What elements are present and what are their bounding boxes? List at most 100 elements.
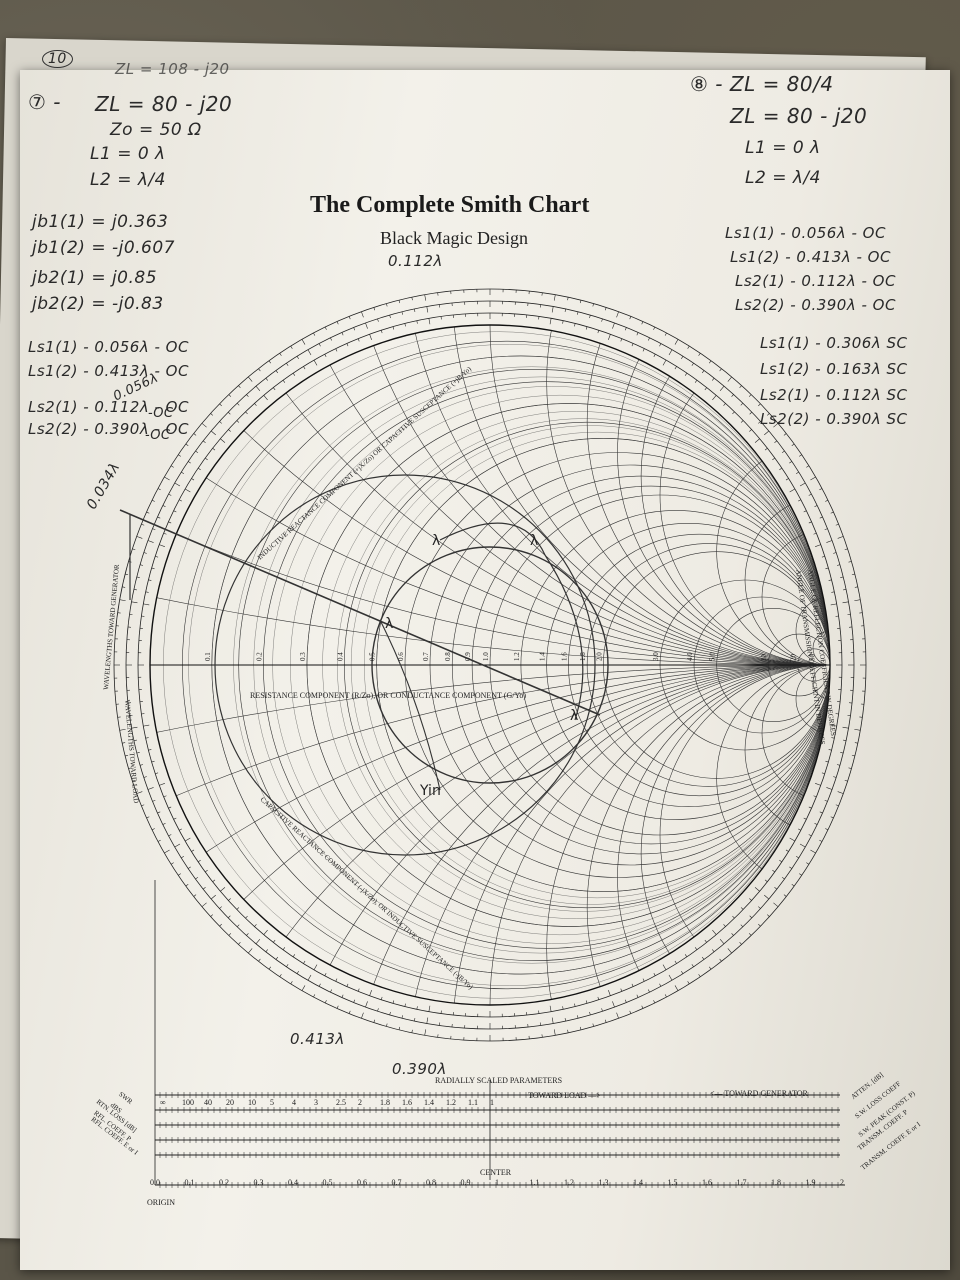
ring-tick	[662, 360, 667, 366]
mark-top: 0.112λ	[388, 252, 443, 270]
reactance-arc	[617, 664, 830, 1005]
ring-tick	[361, 311, 364, 318]
ring-tick	[386, 1023, 388, 1027]
ring-tick	[228, 933, 232, 936]
swr-tick-label: 10	[248, 1098, 256, 1107]
ring-tick	[597, 996, 600, 1000]
ring-tick	[205, 869, 208, 873]
ring-tick	[301, 339, 306, 345]
ring-tick	[731, 933, 734, 936]
ring-tick	[749, 411, 753, 415]
ring-tick	[292, 954, 296, 957]
bottom-tick-label: 1.3	[598, 1178, 609, 1187]
note-left-jb1a: jb1(1) = j0.363	[32, 212, 169, 232]
ring-tick	[844, 779, 848, 782]
bottom-tick-label: 0.1	[184, 1178, 195, 1187]
ring-tick	[185, 443, 189, 446]
ring-tick	[152, 528, 156, 531]
ring-tick	[577, 311, 579, 315]
ring-tick	[789, 461, 792, 464]
ring-tick	[764, 879, 768, 882]
swr-tick-label: 1.4	[424, 1098, 434, 1107]
ring-tick	[704, 387, 707, 391]
note-left-extra2: -OC	[148, 406, 174, 421]
ring-tick	[404, 323, 406, 327]
ring-tick	[740, 402, 744, 406]
ring-tick	[564, 308, 566, 312]
ring-tick	[219, 421, 222, 424]
ring-tick	[279, 353, 282, 356]
ring-tick	[766, 413, 770, 416]
ring-tick	[219, 906, 222, 909]
ring-tick	[301, 985, 306, 991]
ring-tick	[210, 894, 216, 900]
ring-tick	[825, 567, 829, 570]
ring-tick	[254, 924, 257, 927]
bottom-tick-label: 1.5	[667, 1178, 678, 1187]
ring-tick	[313, 360, 318, 366]
resistance-value-label: 0.1	[204, 652, 212, 661]
ring-tick	[136, 791, 143, 794]
ring-tick	[564, 1018, 566, 1022]
chart-subtitle: Black Magic Design	[380, 228, 528, 248]
bottom-tick-label: 0.6	[357, 1178, 367, 1187]
ring-tick	[255, 939, 261, 945]
swr-tick-label: 4	[292, 1098, 296, 1107]
ring-tick	[202, 887, 206, 890]
ring-tick	[228, 394, 232, 397]
ring-tick	[236, 907, 240, 910]
ring-tick	[819, 516, 823, 519]
reactance-arc	[716, 664, 830, 892]
ring-tick	[824, 799, 828, 802]
ring-tick	[585, 326, 588, 330]
ring-tick	[851, 754, 855, 757]
ring-tick	[416, 1006, 418, 1010]
bottom-tick-label: 2	[840, 1178, 844, 1187]
ring-tick	[681, 970, 684, 974]
ring-tick	[828, 579, 832, 581]
ring-tick	[592, 303, 594, 307]
bottom-tick-label: 1.7	[736, 1178, 747, 1187]
ring-tick	[848, 767, 852, 769]
ring-tick	[210, 430, 216, 436]
resistance-value-label: 1.8	[579, 652, 587, 661]
reactance-arc	[343, 325, 830, 666]
ring-tick	[313, 332, 316, 336]
ring-tick	[830, 816, 834, 819]
ring-tick	[843, 739, 847, 741]
ring-tick	[785, 478, 789, 481]
ring-tick	[136, 752, 140, 754]
ring-tick	[424, 1029, 427, 1036]
ring-tick	[819, 811, 823, 814]
ring-tick	[732, 915, 735, 919]
resistance-value-label: 0.4	[336, 652, 344, 661]
note-left-number: ⑦ -	[28, 90, 62, 114]
ring-tick	[424, 294, 427, 301]
ring-tick	[840, 576, 844, 578]
ring-tick	[781, 876, 785, 880]
ring-tick	[798, 828, 801, 831]
ring-tick	[157, 516, 161, 519]
ring-tick	[585, 1000, 588, 1004]
ring-tick	[141, 523, 145, 526]
ring-tick	[719, 385, 725, 391]
reactance-arc	[761, 664, 830, 802]
ring-tick	[620, 338, 623, 342]
ring-tick	[143, 603, 150, 606]
ring-tick	[674, 339, 679, 345]
ring-tick	[330, 989, 333, 993]
ring-tick	[377, 1008, 379, 1012]
ring-tick	[694, 380, 698, 383]
swr-tick-label: ∞	[160, 1098, 166, 1107]
ring-tick	[238, 385, 241, 389]
ring-tick	[282, 380, 286, 383]
ring-tick	[795, 856, 799, 859]
ring-tick	[145, 737, 149, 739]
ring-tick	[819, 839, 823, 842]
ring-tick	[236, 402, 240, 406]
ring-tick	[346, 983, 349, 987]
ring-tick	[843, 589, 847, 591]
ring-tick	[783, 894, 787, 897]
ring-tick	[681, 356, 684, 360]
note-left-ls1a: Ls1(1) - 0.056λ - OC	[28, 338, 189, 356]
